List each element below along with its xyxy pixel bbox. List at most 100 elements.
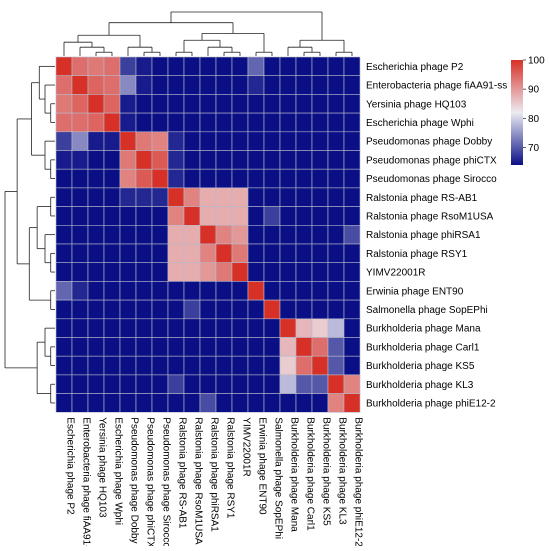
heatmap-cell	[87, 355, 105, 376]
heatmap-cell	[167, 374, 185, 394]
heatmap-cell	[119, 131, 137, 151]
heatmap-cell	[135, 243, 153, 264]
heatmap-cell	[167, 150, 185, 170]
heatmap-cell	[167, 131, 185, 151]
heatmap-cell	[295, 75, 313, 95]
column-label: Pseudomonas phage Dobby	[129, 417, 140, 543]
heatmap-cell	[327, 355, 345, 376]
heatmap-cell	[215, 94, 233, 114]
heatmap-cell	[135, 355, 153, 376]
heatmap-cell	[55, 393, 73, 413]
heatmap-cell	[343, 225, 361, 245]
column-label: Burkholderia phage KL3	[337, 417, 348, 525]
heatmap-cell	[247, 168, 265, 189]
heatmap-cell	[311, 374, 329, 394]
heatmap-cell	[199, 168, 217, 189]
heatmap-cell	[215, 355, 233, 376]
heatmap-cell	[103, 206, 121, 226]
heatmap-cell	[327, 56, 345, 77]
heatmap-cell	[55, 281, 73, 301]
heatmap-cell	[103, 262, 121, 282]
heatmap-cell	[183, 56, 201, 77]
row-label: Burkholderia phage KS5	[366, 361, 475, 372]
heatmap-cell	[247, 281, 265, 301]
row-label: Pseudomonas phage phiCTX	[366, 155, 497, 166]
heatmap-cell	[103, 168, 121, 189]
heatmap-cell	[295, 374, 313, 394]
heatmap-cell	[71, 225, 89, 245]
row-label: Burkholderia phage Carl1	[366, 342, 480, 353]
heatmap-cell	[343, 355, 361, 376]
heatmap-cell	[135, 393, 153, 413]
heatmap-cell	[71, 299, 89, 320]
heatmap-cell	[263, 225, 281, 245]
heatmap-cell	[343, 150, 361, 170]
heatmap-cell	[311, 75, 329, 95]
heatmap-cell	[327, 225, 345, 245]
heatmap-cell	[71, 318, 89, 338]
heatmap-cell	[167, 318, 185, 338]
heatmap-cell	[263, 281, 281, 301]
column-label: Erwinia phage ENT90	[257, 417, 268, 515]
heatmap-cell	[263, 94, 281, 114]
column-label: Ralstonia phage phiRSA1	[209, 417, 220, 532]
heatmap-cell	[311, 318, 329, 338]
heatmap-cell	[103, 355, 121, 376]
column-label: Salmonella phage SopEPhi	[273, 417, 284, 539]
heatmap-cell	[135, 168, 153, 189]
heatmap-cell	[311, 112, 329, 133]
heatmap-cell	[55, 299, 73, 320]
legend-color-bar	[511, 60, 523, 165]
heatmap-cell	[183, 112, 201, 133]
column-label: Burkholderia phage Mana	[289, 417, 300, 532]
heatmap-cell	[151, 187, 169, 207]
heatmap-cell	[279, 337, 297, 357]
heatmap-cell	[231, 337, 249, 357]
heatmap-cell	[343, 243, 361, 264]
heatmap-cell	[247, 187, 265, 207]
heatmap-cell	[231, 393, 249, 413]
heatmap-cell	[279, 131, 297, 151]
heatmap-cell	[311, 94, 329, 114]
column-label: Pseudomonas phage Sirocco	[161, 417, 172, 546]
heatmap-cell	[263, 112, 281, 133]
heatmap-cell	[295, 56, 313, 77]
heatmap-cell	[215, 168, 233, 189]
heatmap-cell	[247, 318, 265, 338]
top-dendrogram	[63, 11, 353, 56]
heatmap-cell	[215, 75, 233, 95]
heatmap-cell	[87, 75, 105, 95]
heatmap-cell	[135, 281, 153, 301]
heatmap-cell	[343, 281, 361, 301]
column-label: Pseudomonas phage phiCTX	[145, 417, 156, 546]
heatmap-cell	[231, 225, 249, 245]
heatmap-cell	[151, 393, 169, 413]
heatmap-cell	[55, 243, 73, 264]
heatmap-cell	[215, 150, 233, 170]
heatmap-cell	[199, 243, 217, 264]
legend-tick-label: 100	[528, 56, 545, 67]
legend-tick-label: 70	[528, 143, 540, 154]
heatmap-cell	[231, 150, 249, 170]
row-label: Ralstonia phage RS-AB1	[366, 193, 478, 204]
heatmap-cell	[87, 112, 105, 133]
heatmap-cell	[135, 112, 153, 133]
heatmap-cell	[103, 374, 121, 394]
heatmap-cell	[71, 206, 89, 226]
heatmap-cell	[103, 281, 121, 301]
heatmap-cell	[55, 262, 73, 282]
heatmap-cell	[183, 262, 201, 282]
heatmap-cell	[151, 75, 169, 95]
column-label: Ralstonia phage RS-AB1	[177, 417, 188, 529]
heatmap-cell	[279, 355, 297, 376]
heatmap-cell	[183, 150, 201, 170]
heatmap-cell	[343, 75, 361, 95]
heatmap-cell	[119, 262, 137, 282]
column-label: Burkholderia phage phiE12-2	[353, 417, 364, 546]
heatmap-cell	[295, 393, 313, 413]
heatmap-cell	[279, 299, 297, 320]
heatmap-cell	[327, 150, 345, 170]
heatmap-cell	[311, 281, 329, 301]
heatmap-cell	[263, 56, 281, 77]
heatmap-cell	[119, 243, 137, 264]
